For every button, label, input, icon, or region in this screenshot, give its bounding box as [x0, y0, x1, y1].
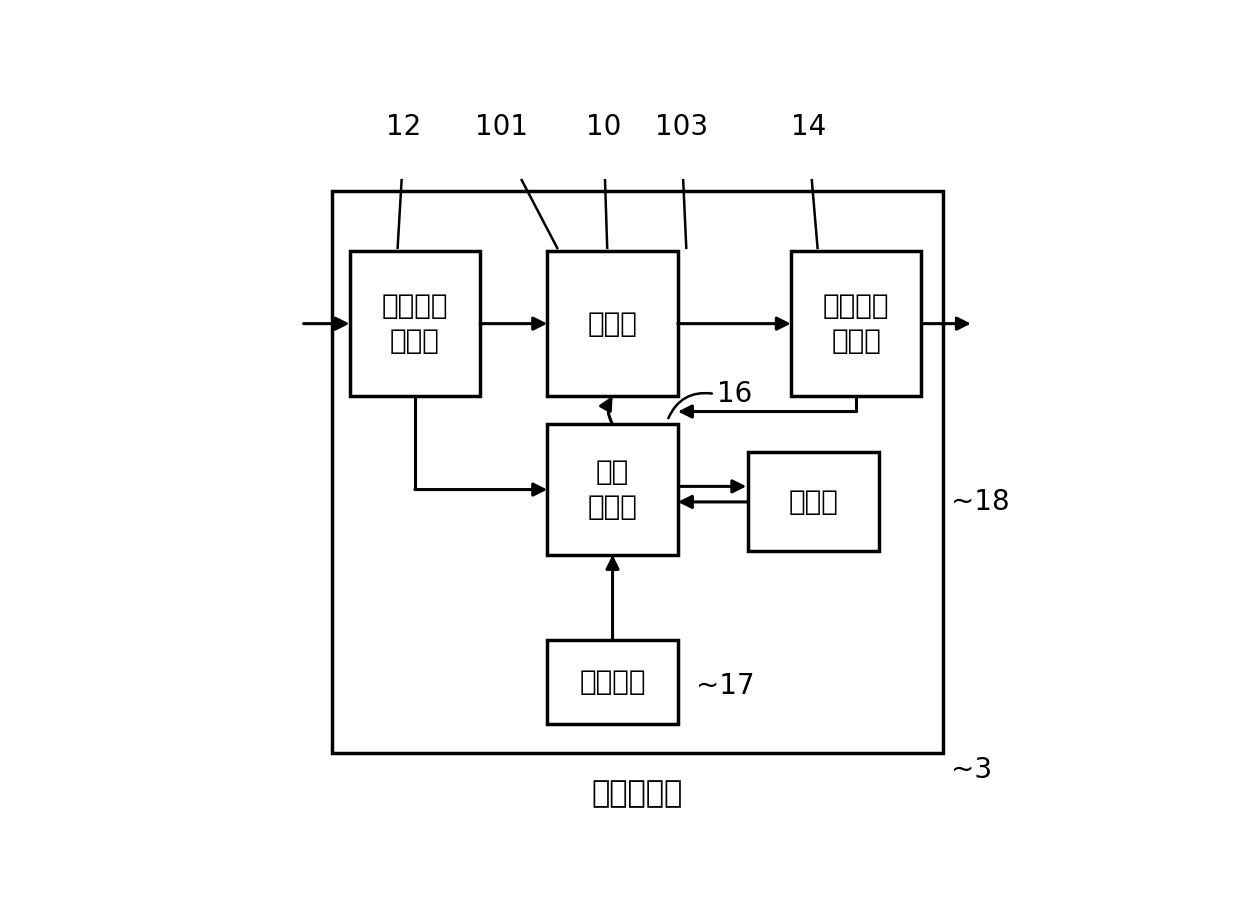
Text: 101: 101 — [475, 113, 528, 141]
Text: 14: 14 — [791, 113, 826, 141]
Text: 出水水温
检测器: 出水水温 检测器 — [823, 292, 889, 356]
Text: 103: 103 — [655, 113, 708, 141]
Bar — [547, 640, 678, 724]
Bar — [749, 452, 879, 551]
Text: 16: 16 — [717, 380, 751, 408]
Text: 入水水温
检测器: 入水水温 检测器 — [382, 292, 448, 356]
Text: 储存器: 储存器 — [789, 488, 838, 516]
Text: 恒温热水器: 恒温热水器 — [591, 779, 683, 809]
Text: ~3: ~3 — [951, 757, 992, 784]
Bar — [547, 251, 678, 396]
FancyArrowPatch shape — [600, 399, 613, 425]
Bar — [547, 425, 678, 555]
Text: 水温
控制器: 水温 控制器 — [588, 458, 637, 522]
Text: ~18: ~18 — [951, 488, 1009, 516]
Text: ~17: ~17 — [696, 671, 754, 700]
Text: 操作接口: 操作接口 — [579, 668, 646, 696]
Bar — [350, 251, 480, 396]
Text: 10: 10 — [587, 113, 621, 141]
FancyArrowPatch shape — [668, 393, 712, 418]
Bar — [332, 192, 942, 753]
Text: 加热器: 加热器 — [588, 310, 637, 337]
Text: 12: 12 — [387, 113, 422, 141]
Bar — [791, 251, 921, 396]
